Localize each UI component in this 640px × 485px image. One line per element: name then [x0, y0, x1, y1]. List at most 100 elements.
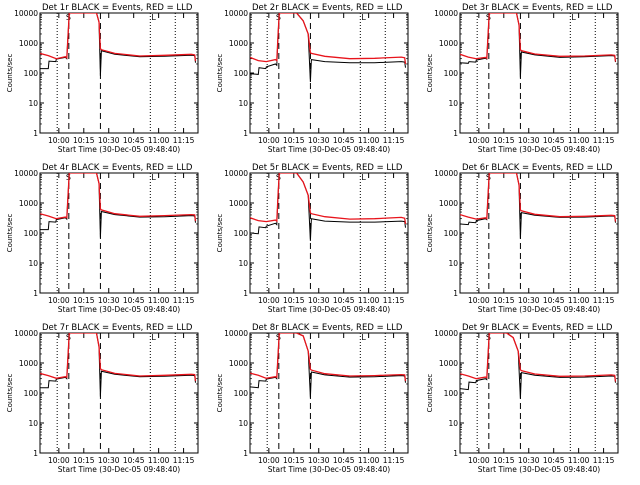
x-tick-label: 10:30: [98, 296, 120, 305]
series-line-events: [40, 173, 196, 238]
x-tick-label: 11:15: [383, 456, 405, 465]
x-tick-label: 10:00: [468, 136, 490, 145]
x-tick-label: 10:00: [258, 456, 280, 465]
x-tick-label: 10:45: [543, 296, 565, 305]
x-tick-label: 10:45: [333, 136, 355, 145]
y-tick-label: 100: [24, 389, 39, 398]
flag-marker-l: L: [361, 173, 366, 182]
y-tick-label: 100: [444, 69, 459, 78]
y-tick-label: 100: [234, 229, 249, 238]
flag-marker-s: S: [486, 13, 491, 22]
x-tick-label: 11:15: [593, 136, 615, 145]
series-line-events: [40, 13, 196, 76]
x-tick-label: 10:15: [73, 296, 95, 305]
x-tick-label: 11:00: [358, 296, 380, 305]
y-tick-label: 1: [33, 129, 38, 138]
x-axis-label: Start Time (30-Dec-05 09:48:40): [58, 305, 180, 314]
y-axis-label: Counts/sec: [216, 54, 224, 93]
series-line-lld: [460, 13, 617, 62]
series-line-lld: [40, 333, 197, 382]
y-tick-label: 10: [28, 419, 38, 428]
plot-frame: [459, 12, 619, 134]
x-tick-label: 10:15: [283, 456, 305, 465]
x-tick-label: 10:45: [543, 456, 565, 465]
chart-title: Det 1r BLACK = Events, RED = LLD: [42, 3, 193, 13]
y-tick-label: 1: [453, 129, 458, 138]
x-tick-label: 11:00: [568, 136, 590, 145]
x-tick-label: 10:00: [48, 136, 70, 145]
flag-marker-l: L: [571, 13, 576, 22]
flag-marker-l: L: [571, 173, 576, 182]
detector-panel: Det 2r BLACK = Events, RED = LLD 1 10 100 10…: [216, 3, 409, 154]
flag-marker-s: S: [276, 13, 281, 22]
x-tick-label: 11:15: [383, 296, 405, 305]
x-tick-label: 10:15: [73, 456, 95, 465]
series-line-events: [250, 13, 406, 83]
x-tick-label: 10:15: [493, 296, 515, 305]
x-tick-label: 11:00: [358, 456, 380, 465]
flag-marker-s: S: [276, 173, 281, 182]
y-tick-label: 100: [444, 229, 459, 238]
chart-title: Det 7r BLACK = Events, RED = LLD: [42, 323, 193, 333]
detector-panel: Det 1r BLACK = Events, RED = LLD 1 10 100 10…: [6, 3, 199, 154]
series-line-lld: [250, 173, 407, 225]
x-tick-label: 11:15: [173, 456, 195, 465]
y-tick-label: 100: [24, 229, 39, 238]
x-tick-label: 11:00: [148, 136, 170, 145]
y-tick-label: 1: [453, 289, 458, 298]
chart-title: Det 8r BLACK = Events, RED = LLD: [252, 323, 403, 333]
y-tick-label: 10000: [434, 329, 458, 338]
y-tick-label: 1000: [229, 199, 248, 208]
x-tick-label: 10:15: [493, 456, 515, 465]
x-tick-label: 11:00: [568, 456, 590, 465]
x-axis-label: Start Time (30-Dec-05 09:48:40): [478, 305, 600, 314]
chart-title: Det 4r BLACK = Events, RED = LLD: [42, 163, 193, 173]
y-tick-label: 1000: [19, 359, 38, 368]
y-tick-label: 1: [243, 129, 248, 138]
detector-panel: Det 7r BLACK = Events, RED = LLD 1 10 100 10…: [6, 323, 199, 474]
flag-marker-l: L: [151, 13, 156, 22]
series-line-events: [460, 333, 616, 399]
y-tick-label: 1000: [19, 39, 38, 48]
series-line-lld: [250, 333, 407, 382]
y-tick-label: 100: [234, 389, 249, 398]
x-axis-label: Start Time (30-Dec-05 09:48:40): [58, 145, 180, 154]
y-tick-label: 1000: [229, 359, 248, 368]
x-tick-label: 10:30: [518, 136, 540, 145]
plot-frame: [39, 332, 199, 454]
y-tick-label: 10: [238, 99, 248, 108]
y-axis-label: Counts/sec: [426, 214, 434, 253]
series-line-events: [460, 173, 616, 239]
y-tick-label: 10000: [224, 9, 248, 18]
series-line-lld: [40, 173, 197, 222]
y-tick-label: 10: [448, 259, 458, 268]
y-tick-label: 10: [28, 259, 38, 268]
series-line-lld: [250, 13, 407, 65]
x-tick-label: 11:15: [383, 136, 405, 145]
y-axis-label: Counts/sec: [216, 214, 224, 253]
y-tick-label: 1000: [19, 199, 38, 208]
x-tick-label: 10:00: [258, 136, 280, 145]
flag-marker-l: L: [361, 333, 366, 342]
y-tick-label: 10000: [14, 169, 38, 178]
x-axis-label: Start Time (30-Dec-05 09:48:40): [58, 465, 180, 474]
flag-marker-s: S: [66, 173, 71, 182]
x-axis-label: Start Time (30-Dec-05 09:48:40): [268, 465, 390, 474]
chart-title: Det 2r BLACK = Events, RED = LLD: [252, 3, 403, 13]
series-line-events: [460, 13, 616, 78]
y-tick-label: 1: [453, 449, 458, 458]
detector-panel: Det 3r BLACK = Events, RED = LLD 1 10 100 10…: [426, 3, 619, 154]
flag-marker-s: S: [486, 333, 491, 342]
series-line-lld: [460, 173, 617, 222]
y-tick-label: 10: [448, 419, 458, 428]
x-tick-label: 10:30: [98, 136, 120, 145]
y-tick-label: 1: [243, 289, 248, 298]
flag-marker-s: S: [66, 13, 71, 22]
series-line-lld: [40, 13, 197, 62]
y-tick-label: 100: [444, 389, 459, 398]
y-tick-label: 1000: [229, 39, 248, 48]
x-tick-label: 10:45: [543, 136, 565, 145]
series-line-events: [250, 173, 406, 241]
y-tick-label: 10: [28, 99, 38, 108]
x-axis-label: Start Time (30-Dec-05 09:48:40): [478, 465, 600, 474]
